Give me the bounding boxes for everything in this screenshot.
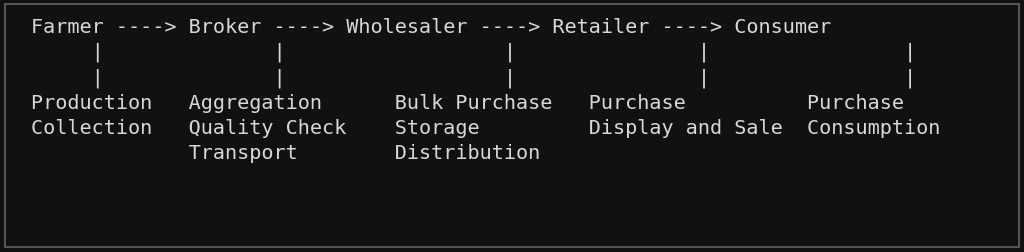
Text: Farmer ----> Broker ----> Wholesaler ----> Retailer ----> Consumer
     |       : Farmer ----> Broker ----> Wholesaler ---… <box>31 18 940 162</box>
